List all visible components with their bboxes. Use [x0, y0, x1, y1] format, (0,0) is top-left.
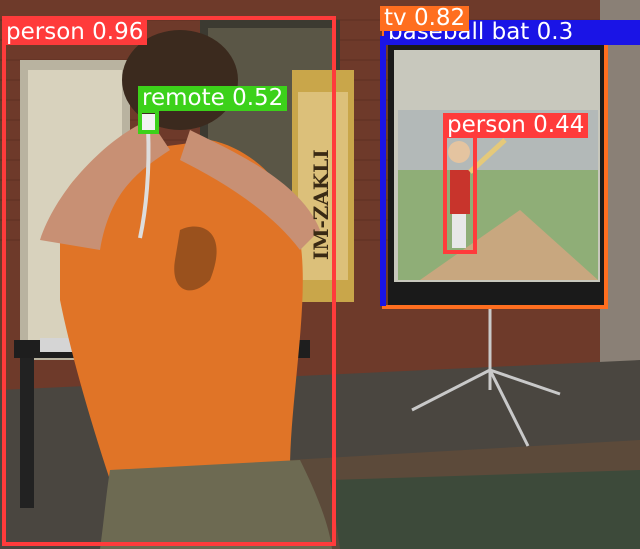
person-pants — [100, 460, 332, 549]
baseball-bat-label-score: 0.3 — [536, 20, 574, 45]
remote-label: remote 0.52 — [138, 86, 288, 111]
baseball-bat-box[interactable] — [380, 36, 612, 306]
person-label-main: person 0.96 — [2, 20, 148, 45]
person-shirt — [60, 140, 303, 480]
tv-label-text: tv — [384, 6, 407, 31]
person-right-arm — [180, 130, 320, 250]
remote-label-text: remote — [142, 86, 225, 111]
person-label-screen-score: 0.44 — [533, 113, 585, 138]
person-box-screen[interactable] — [443, 132, 477, 254]
mii-legs — [452, 214, 466, 248]
shirt-graphic — [174, 226, 217, 291]
person-label-screen-text: person — [447, 113, 526, 138]
person-label-main-score: 0.96 — [92, 20, 144, 45]
person-label-screen: person 0.44 — [443, 113, 589, 138]
table-leg — [20, 358, 34, 508]
tripod — [411, 306, 561, 447]
banner-panel — [298, 92, 348, 280]
person-label-main-text: person — [6, 20, 85, 45]
tv-label-score: 0.82 — [413, 6, 466, 31]
person-left-arm — [40, 120, 170, 250]
remote-strap — [138, 127, 151, 239]
carpet-inner — [330, 470, 640, 549]
person-box-main[interactable] — [2, 16, 336, 546]
game-infield — [420, 210, 598, 280]
remote-box[interactable] — [138, 109, 159, 134]
mii-head — [448, 141, 470, 163]
remote-label-score: 0.52 — [232, 86, 284, 111]
remote-device — [141, 114, 155, 130]
tv-label: tv 0.82 — [380, 6, 470, 31]
mii-body — [450, 170, 470, 214]
